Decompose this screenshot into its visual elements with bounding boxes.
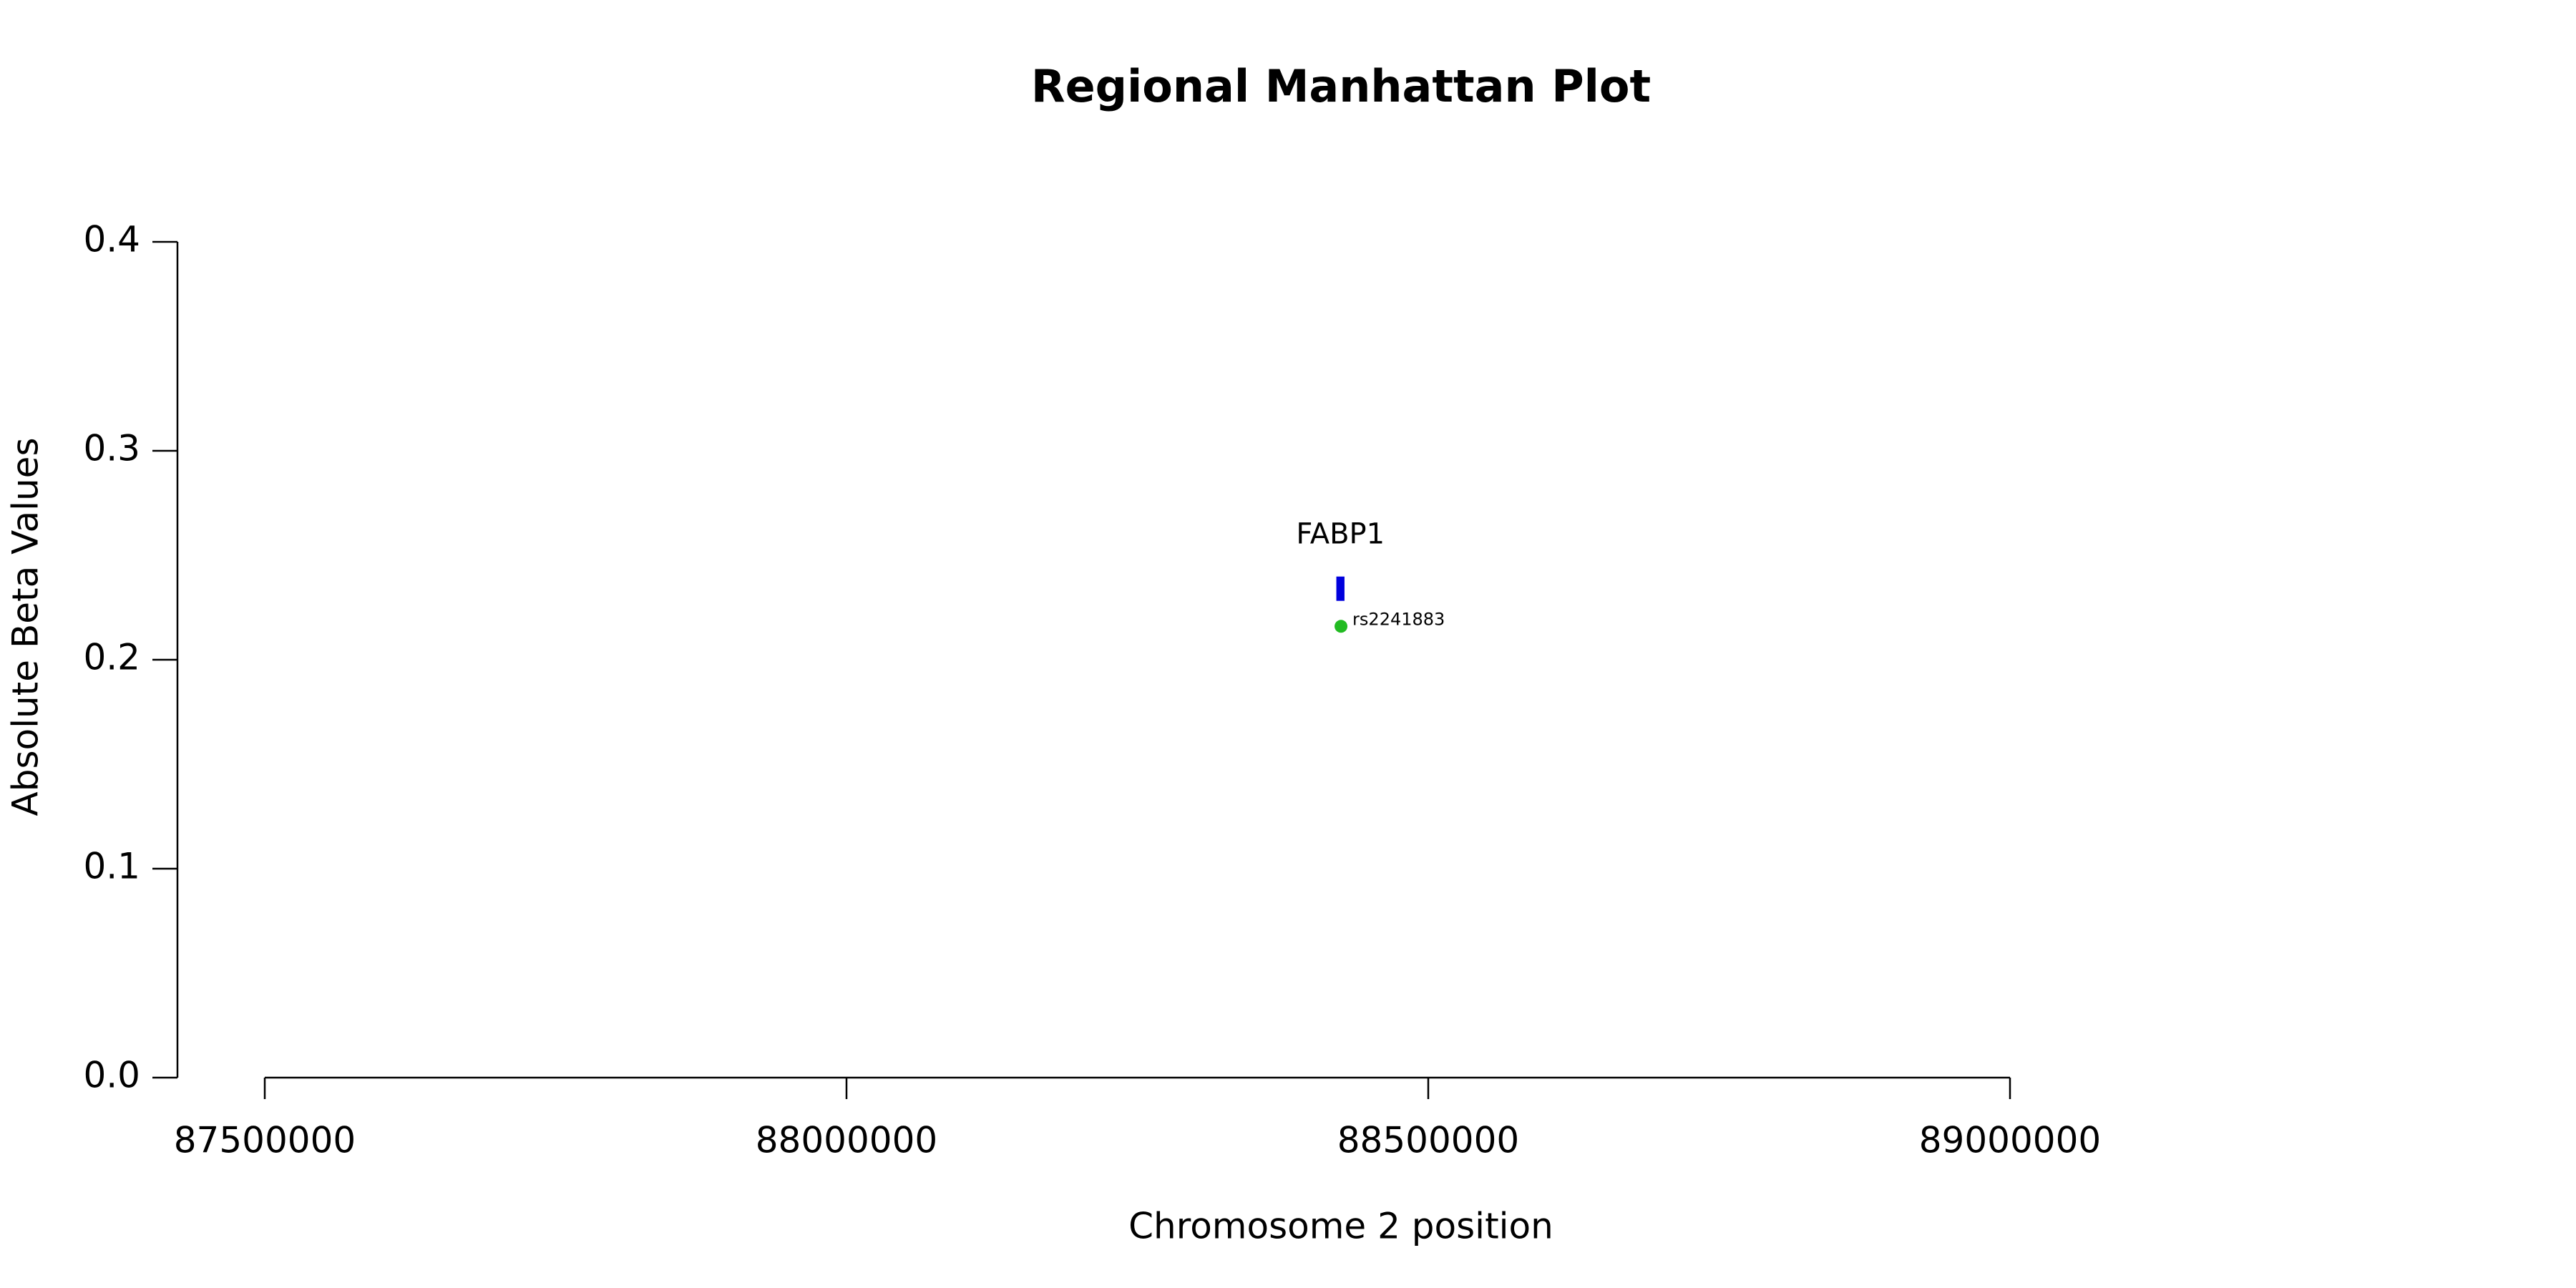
x-tick-label: 88500000 [1337, 1120, 1520, 1161]
gene [1336, 576, 1345, 601]
gene-label: FABP1 [1296, 518, 1385, 551]
point-label: rs2241883 [1352, 609, 1445, 629]
y-tick-label: 0.0 [83, 1055, 140, 1096]
y-tick-label: 0.4 [83, 219, 140, 260]
x-axis-label: Chromosome 2 position [1128, 1206, 1553, 1247]
x-tick-label: 89000000 [1919, 1120, 2102, 1161]
y-axis-label: Absolute Beta Values [5, 438, 47, 816]
point [1335, 620, 1348, 633]
y-tick-label: 0.3 [83, 428, 140, 469]
x-tick-label: 88000000 [756, 1120, 938, 1161]
chart-title: Regional Manhattan Plot [1031, 60, 1651, 112]
x-tick-label: 87500000 [174, 1120, 356, 1161]
y-tick-label: 0.1 [83, 846, 140, 887]
y-tick-label: 0.2 [83, 637, 140, 678]
